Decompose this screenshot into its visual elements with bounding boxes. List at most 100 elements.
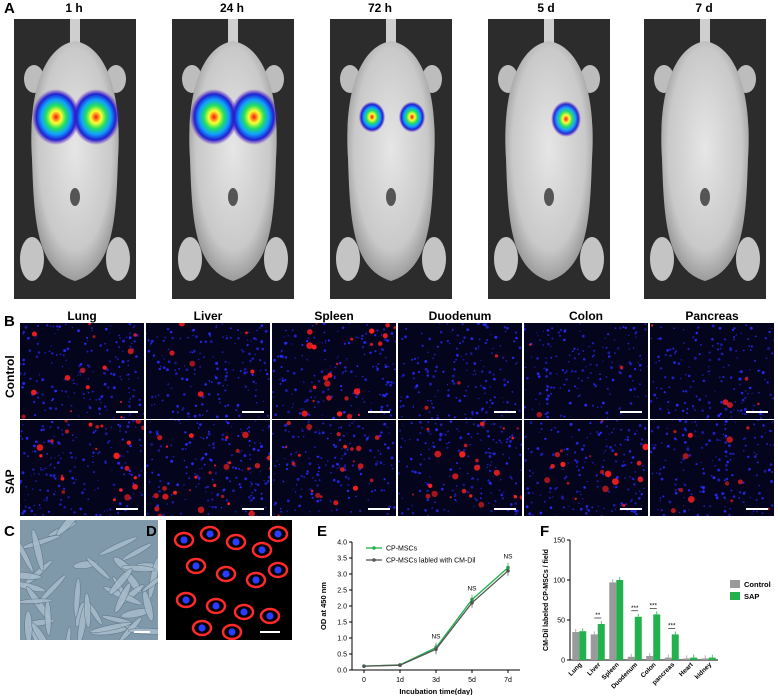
- nucleus-dot: [110, 395, 114, 399]
- nucleus-dot: [313, 374, 316, 377]
- dil-labeled-cell: [724, 481, 730, 486]
- nucleus-dot: [620, 502, 623, 505]
- nucleus-dot: [424, 360, 428, 363]
- nucleus-dot: [524, 435, 527, 439]
- nucleus-dot: [559, 328, 563, 332]
- nucleus-dot: [24, 372, 26, 375]
- nucleus-dot: [471, 411, 474, 414]
- nucleus-dot: [406, 395, 409, 398]
- cell-membrane: [191, 619, 213, 637]
- nucleus-dot: [321, 414, 323, 416]
- nucleus-dot: [707, 401, 711, 404]
- nucleus-dot: [255, 402, 258, 404]
- nucleus-dot: [483, 420, 486, 423]
- nucleus-dot: [537, 335, 539, 337]
- nucleus-dot: [96, 487, 99, 490]
- nucleus-dot: [589, 432, 592, 435]
- nucleus-dot: [335, 508, 338, 511]
- nucleus-dot: [200, 458, 203, 461]
- nucleus-dot: [22, 358, 25, 362]
- nucleus-dot: [591, 342, 595, 345]
- nucleus-dot: [61, 433, 64, 436]
- nucleus-dot: [334, 445, 337, 448]
- nucleus-dot: [300, 474, 303, 478]
- nucleus-dot: [539, 511, 543, 515]
- nucleus-dot: [640, 438, 644, 441]
- nucleus-dot: [652, 381, 655, 383]
- nucleus-dot: [70, 508, 73, 510]
- nucleus-dot: [317, 463, 319, 465]
- spindle-cell: [114, 582, 131, 614]
- nucleus-dot: [693, 356, 697, 360]
- nucleus-dot: [567, 389, 571, 392]
- bar: [590, 634, 598, 660]
- nucleus-dot: [321, 342, 323, 344]
- nucleus-dot: [699, 490, 702, 493]
- nucleus-dot: [695, 424, 698, 426]
- nucleus-dot: [280, 350, 283, 352]
- nucleus-dot: [286, 464, 288, 467]
- nucleus-dot: [379, 393, 381, 396]
- cell-nucleus: [232, 538, 240, 546]
- nucleus-dot: [283, 336, 285, 338]
- dil-labeled-cell: [636, 460, 642, 466]
- nucleus-dot: [740, 409, 743, 412]
- nucleus-dot: [607, 355, 611, 358]
- nucleus-dot: [562, 468, 564, 470]
- nucleus-dot: [444, 434, 447, 436]
- nucleus-dot: [243, 371, 247, 375]
- nucleus-dot: [611, 510, 613, 512]
- nucleus-dot: [489, 406, 491, 409]
- nucleus-dot: [753, 455, 757, 458]
- nucleus-dot: [398, 492, 401, 495]
- nucleus-dot: [603, 459, 605, 462]
- nucleus-dot: [115, 341, 118, 344]
- nucleus-dot: [307, 420, 310, 422]
- nucleus-dot: [581, 369, 585, 372]
- nucleus-dot: [488, 451, 490, 454]
- nucleus-dot: [474, 385, 477, 389]
- nucleus-dot: [274, 413, 278, 417]
- spindle-cell: [141, 573, 158, 593]
- nucleus-dot: [176, 483, 179, 487]
- nucleus-dot: [146, 464, 149, 467]
- nucleus-dot: [376, 329, 379, 332]
- nucleus-dot: [127, 373, 130, 376]
- nucleus-dot: [730, 489, 733, 492]
- nucleus-dot: [708, 370, 711, 373]
- nucleus-dot: [224, 438, 227, 442]
- nucleus-dot: [244, 385, 247, 388]
- nucleus-dot: [624, 438, 627, 441]
- dil-labeled-cell: [726, 436, 733, 443]
- dil-labeled-cell: [737, 479, 743, 485]
- nucleus-dot: [703, 505, 706, 507]
- nucleus-dot: [749, 369, 751, 371]
- nucleus-dot: [576, 460, 579, 463]
- nucleus-dot: [654, 444, 657, 447]
- tissue-image: [272, 323, 396, 424]
- nucleus-dot: [248, 439, 251, 443]
- nucleus-dot: [770, 480, 774, 483]
- nucleus-dot: [605, 346, 608, 350]
- bar: [701, 658, 709, 660]
- nucleus-dot: [287, 335, 289, 337]
- nucleus-dot: [254, 394, 257, 397]
- nucleus-dot: [466, 395, 468, 397]
- nucleus-dot: [117, 423, 120, 426]
- nucleus-dot: [53, 435, 56, 438]
- nucleus-dot: [390, 456, 394, 460]
- nucleus-dot: [252, 496, 255, 500]
- nucleus-dot: [545, 375, 548, 378]
- nucleus-dot: [59, 353, 62, 356]
- nucleus-dot: [193, 369, 196, 371]
- nucleus-dot: [63, 354, 65, 356]
- nucleus-dot: [341, 326, 345, 329]
- nucleus-dot: [722, 375, 725, 379]
- dil-labeled-cell: [95, 447, 98, 450]
- nucleus-dot: [475, 499, 478, 502]
- nucleus-dot: [499, 425, 502, 428]
- nucleus-dot: [22, 509, 26, 513]
- nucleus-dot: [580, 447, 584, 451]
- fluorescent-cell-image: [166, 520, 292, 640]
- nucleus-dot: [683, 509, 687, 513]
